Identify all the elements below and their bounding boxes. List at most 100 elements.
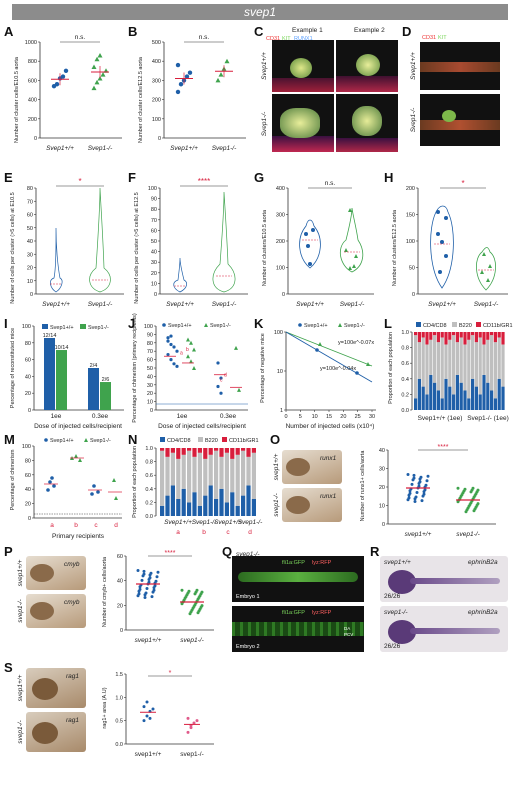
y-tick-label: 100: [22, 324, 31, 330]
ko-point: [97, 75, 103, 81]
svg-text:Svep1+/+: Svep1+/+: [214, 519, 242, 526]
y-tick-label: 300: [152, 78, 161, 84]
bar-b220: [433, 335, 437, 383]
svg-text:Example 2: Example 2: [354, 27, 385, 34]
bar-cd11b: [192, 448, 197, 457]
bar-b220: [448, 339, 452, 387]
recipient-label: d: [224, 372, 227, 378]
ko-point: [456, 486, 460, 490]
bar-cd11b: [421, 332, 425, 338]
svg-text:Proportion of each population: Proportion of each population: [132, 446, 138, 518]
wt-point: [422, 490, 426, 494]
y-tick-label: 20: [379, 485, 385, 491]
panel-label-f: F: [128, 170, 136, 185]
wt-point: [145, 587, 149, 590]
svg-text:Number of clusters/E12.5 aorta: Number of clusters/E12.5 aorta: [392, 209, 398, 286]
bar-b220: [214, 450, 219, 499]
svg-text:Percentage of negative mice: Percentage of negative mice: [260, 333, 266, 403]
svg-text:fli1a:GFP: fli1a:GFP: [282, 610, 305, 616]
y-tick-label: 200: [152, 98, 161, 104]
panel-c-photo-ko1: [272, 94, 334, 152]
bar-cd11b: [436, 332, 440, 343]
bar-cd11b: [459, 332, 463, 338]
svg-text:svep1-/-: svep1-/-: [273, 492, 280, 516]
panel-d-row-labels: Svep1+/+ Svep1-/-: [410, 52, 417, 132]
wt-point: [426, 474, 430, 478]
panel-b-ko: Svep1-/-: [212, 145, 237, 152]
panel-s-scatter: rag1+ area (A.U) 0.0 0.5 1.0 1.5 * svep1+/+…: [102, 670, 214, 758]
svg-text:Svep1+/+ (1ee): Svep1+/+ (1ee): [418, 415, 463, 422]
bar-b220: [493, 342, 497, 399]
bar-b220: [246, 456, 251, 486]
wt-point: [152, 586, 156, 590]
wt-point: [412, 473, 416, 477]
wt-point: [425, 479, 429, 483]
wt-point: [169, 334, 173, 338]
y-tick-label: 70: [151, 218, 157, 224]
x-tick-label: 0: [284, 414, 287, 420]
y-tick-label: 200: [406, 186, 415, 192]
bar-label: 10/14: [55, 345, 69, 351]
bar-cd4-cd8: [497, 378, 501, 410]
y-tick-label: 0: [154, 292, 157, 298]
svg-text:Svep1+/+: Svep1+/+: [50, 438, 74, 444]
wt-point: [175, 349, 179, 353]
panel-h-violin: Number of clusters/E12.5 aorta 0 50 100 150…: [392, 179, 508, 308]
bar-cd4-cd8: [448, 386, 452, 410]
svg-text:Embryo 1: Embryo 1: [236, 594, 260, 600]
bar-cd11b: [471, 332, 475, 336]
svg-text:Svep1+/+: Svep1+/+: [410, 52, 417, 80]
bar-cd11b: [235, 448, 240, 455]
bar-b220: [421, 337, 425, 387]
y-tick-label: 1000: [25, 40, 37, 46]
svg-text:0.3ee: 0.3ee: [92, 413, 109, 420]
panel-p-labels: svep1+/+ svep1-/- cmyb cmyb: [17, 559, 80, 622]
panel-c-row-labels: Svep1+/+ Svep1-/-: [261, 52, 268, 136]
bar-cd11b: [165, 448, 170, 457]
panel-label-k: K: [254, 316, 264, 331]
svg-text:Svep1+/+: Svep1+/+: [166, 301, 194, 308]
svg-text:Number of injected cells (x10⁴: Number of injected cells (x10⁴): [286, 423, 375, 430]
y-tick-label: 60: [117, 554, 123, 560]
panel-label-h: H: [384, 170, 394, 185]
bar-b220: [165, 456, 170, 496]
wt-point: [151, 590, 155, 594]
svg-text:Number of cells per cluster (>: Number of cells per cluster (>5 cells) a…: [10, 192, 16, 303]
panel-label-j: J: [128, 316, 136, 331]
wt-point: [145, 700, 149, 704]
bar-cd4-cd8: [467, 398, 471, 410]
x-tick-label: 20: [340, 414, 346, 420]
panel-label-r: R: [370, 544, 380, 559]
wt-point: [408, 489, 412, 493]
bar-cd11b: [417, 332, 421, 343]
y-tick-label: 20: [25, 502, 31, 508]
svg-text:b: b: [202, 529, 206, 536]
panel-b-ns: n.s.: [199, 34, 210, 41]
svg-text:c: c: [94, 522, 98, 529]
y-tick-label: 400: [276, 186, 285, 192]
bar-label: 2/6: [102, 377, 110, 383]
y-tick-label: 60: [27, 213, 33, 219]
y-tick-label: 100: [406, 239, 415, 245]
wt-point: [148, 573, 152, 577]
bar-b220: [455, 342, 459, 375]
y-tick-label: 400: [28, 98, 37, 104]
bar-cd4-cd8: [417, 378, 421, 410]
svg-text:fli1a:GFP: fli1a:GFP: [282, 560, 305, 566]
wt-point: [406, 498, 410, 502]
bar-b220: [414, 335, 418, 399]
bar-cd4-cd8: [219, 488, 224, 516]
wt-point: [155, 575, 159, 579]
svg-text:CD11b/GR1: CD11b/GR1: [229, 438, 259, 444]
svg-text:runx1: runx1: [320, 455, 337, 462]
bar-b220: [459, 337, 463, 383]
y-tick-label: 1.5: [115, 672, 123, 678]
svg-text:Percentage of chimerism (prima: Percentage of chimerism (primary recipie…: [132, 313, 138, 423]
y-tick-label: 100: [276, 266, 285, 272]
y-tick-label: 40: [27, 239, 33, 245]
bar-cd11b: [219, 448, 224, 457]
panel-label-l: L: [384, 316, 392, 331]
bar-cd4-cd8: [490, 390, 494, 410]
y-tick-label: 0: [382, 522, 385, 528]
